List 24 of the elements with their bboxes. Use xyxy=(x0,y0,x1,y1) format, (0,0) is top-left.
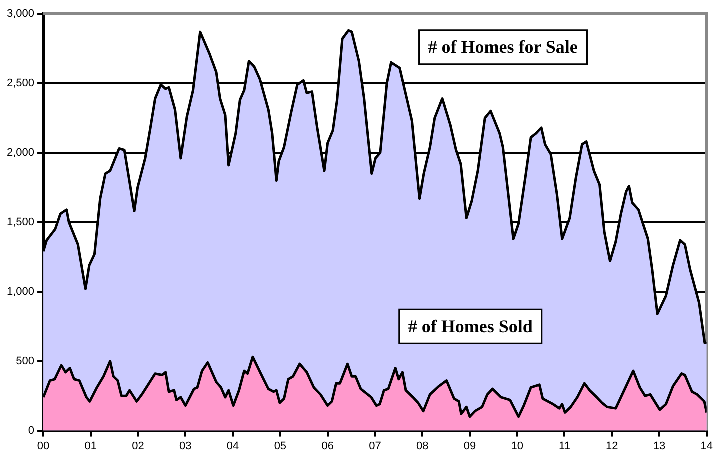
x-tick-label: 05 xyxy=(274,440,287,452)
x-tick-label: 13 xyxy=(653,440,666,452)
x-tick-label: 02 xyxy=(132,440,144,452)
x-tick-label: 04 xyxy=(226,440,240,452)
x-tick-label: 11 xyxy=(559,440,570,452)
y-tick-label: 0 xyxy=(28,424,35,437)
y-tick-label: 2,000 xyxy=(6,146,35,159)
x-tick-label: 06 xyxy=(322,440,334,452)
x-tick-label: 07 xyxy=(369,440,382,452)
y-tick-label: 1,500 xyxy=(6,216,35,228)
x-tick-label: 12 xyxy=(606,440,618,452)
x-tick-label: 03 xyxy=(180,440,192,452)
x-tick-label: 10 xyxy=(511,440,524,452)
x-tick-label: 14 xyxy=(700,440,714,452)
y-tick-label: 1,000 xyxy=(6,286,35,298)
x-tick-label: 00 xyxy=(37,440,50,452)
series-label: # of Homes Sold xyxy=(408,316,533,336)
y-tick-label: 2,500 xyxy=(6,78,35,90)
series-label: # of Homes for Sale xyxy=(428,37,578,57)
y-tick-label: 3,000 xyxy=(6,8,35,20)
x-tick-label: 09 xyxy=(464,440,476,452)
x-tick-label: 01 xyxy=(84,440,98,452)
y-tick-label: 500 xyxy=(16,355,35,368)
x-tick-label: 08 xyxy=(416,440,429,452)
